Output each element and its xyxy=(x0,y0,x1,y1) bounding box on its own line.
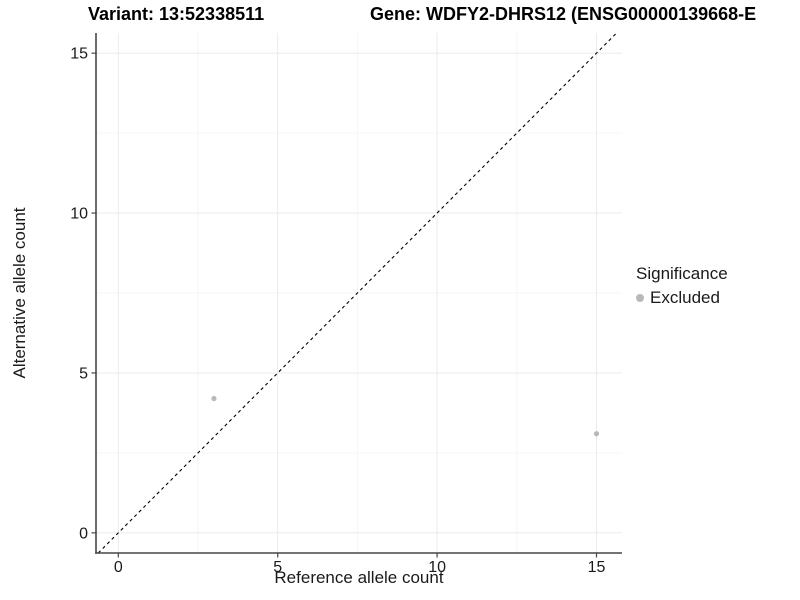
data-point xyxy=(211,395,217,402)
legend-title: Significance xyxy=(636,264,728,283)
y-tick-label: 0 xyxy=(79,525,88,542)
y-tick-label: 15 xyxy=(70,46,88,63)
x-tick-label: 0 xyxy=(114,559,123,576)
legend-item-label: Excluded xyxy=(650,288,720,307)
plot-title-gene: Gene: WDFY2-DHRS12 (ENSG00000139668-E xyxy=(370,4,757,24)
x-tick-label: 5 xyxy=(273,559,282,576)
x-axis-title: Reference allele count xyxy=(274,568,444,587)
y-tick-label: 5 xyxy=(79,365,88,382)
y-tick-label: 10 xyxy=(70,206,88,223)
plot-title-variant: Variant: 13:52338511 xyxy=(88,4,265,24)
x-tick-label: 15 xyxy=(588,559,606,576)
x-tick-label: 10 xyxy=(428,559,446,576)
legend-key-dot xyxy=(636,294,644,302)
data-point xyxy=(593,431,600,437)
legend-item-excluded: Excluded xyxy=(636,288,728,308)
identity-line xyxy=(97,32,617,554)
legend: Significance Excluded xyxy=(636,264,728,308)
